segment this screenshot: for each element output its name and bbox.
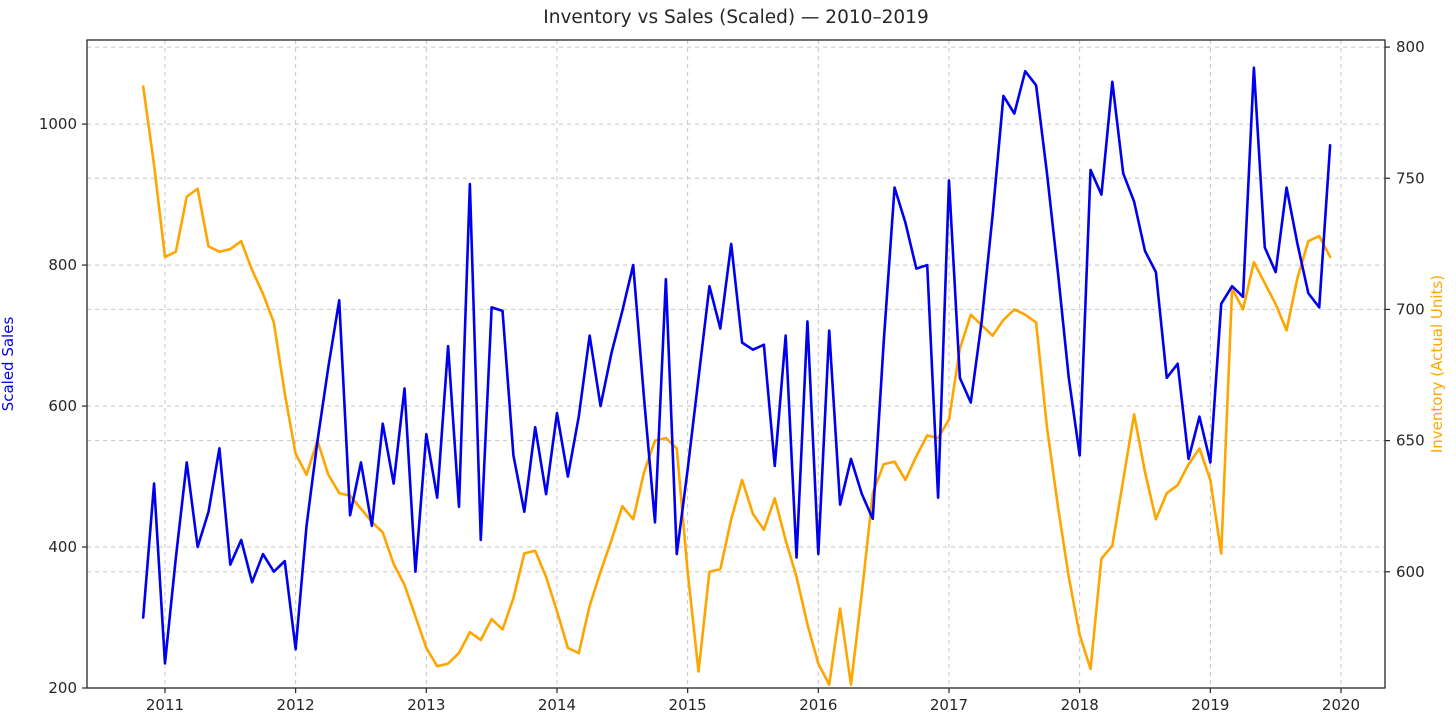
x-tick-label: 2016 bbox=[799, 696, 837, 714]
x-tick-label: 2011 bbox=[146, 696, 184, 714]
x-tick-label: 2017 bbox=[930, 696, 968, 714]
x-tick-label: 2014 bbox=[538, 696, 576, 714]
inventory-line bbox=[141, 85, 1332, 686]
y-left-tick-label: 800 bbox=[48, 256, 77, 274]
y-right-tick-label: 800 bbox=[1396, 38, 1425, 56]
y-right-tick-label: 750 bbox=[1396, 169, 1425, 187]
y-left-tick-label: 200 bbox=[48, 679, 77, 697]
x-tick-label: 2015 bbox=[669, 696, 707, 714]
plot-border bbox=[86, 39, 1386, 689]
y-left-tick-label: 1000 bbox=[39, 115, 77, 133]
y-left-tick-label: 600 bbox=[48, 397, 77, 415]
y-right-tick-label: 700 bbox=[1396, 300, 1425, 318]
chart-title: Inventory vs Sales (Scaled) — 2010–2019 bbox=[543, 7, 929, 28]
x-tick-label: 2019 bbox=[1191, 696, 1229, 714]
y-left-tick-label: 400 bbox=[48, 538, 77, 556]
y-right-tick-label: 600 bbox=[1396, 563, 1425, 581]
x-tick-label: 2013 bbox=[407, 696, 445, 714]
x-tick-label: 2020 bbox=[1322, 696, 1360, 714]
x-tick-label: 2018 bbox=[1061, 696, 1099, 714]
x-tick-label: 2012 bbox=[277, 696, 315, 714]
y-right-tick-label: 650 bbox=[1396, 432, 1425, 450]
sales-line bbox=[141, 66, 1332, 665]
